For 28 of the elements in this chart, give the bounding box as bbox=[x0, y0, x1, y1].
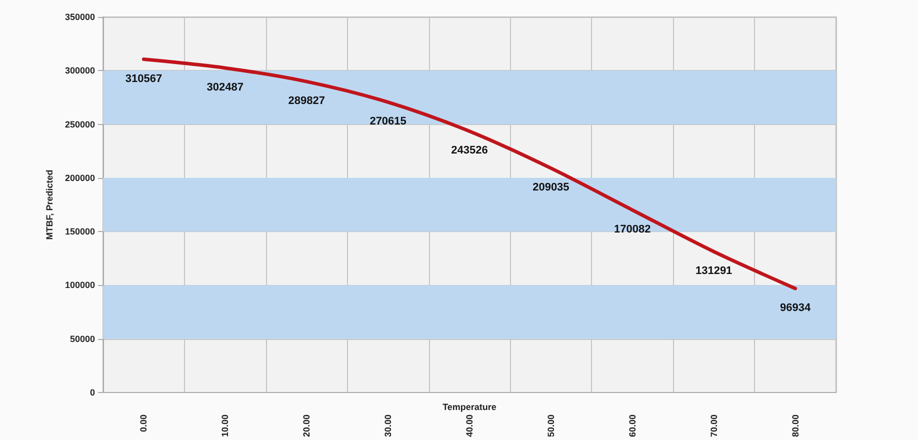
data-label: 310567 bbox=[125, 72, 162, 85]
x-tick-label: 0.00 bbox=[138, 414, 149, 432]
data-label: 96934 bbox=[780, 302, 812, 314]
y-tick-label: 250000 bbox=[64, 119, 95, 130]
y-tick-label: 0 bbox=[90, 387, 95, 398]
y-tick-label: 200000 bbox=[64, 172, 95, 183]
data-label: 170082 bbox=[614, 224, 651, 236]
data-label: 243526 bbox=[451, 144, 488, 157]
y-tick-label: 150000 bbox=[64, 226, 95, 237]
y-tick-label: 50000 bbox=[70, 334, 95, 344]
x-tick-label: 60.00 bbox=[627, 414, 638, 438]
y-tick-label: 300000 bbox=[64, 66, 95, 76]
y-tick-label: 350000 bbox=[64, 12, 95, 22]
x-tick-label: 30.00 bbox=[383, 414, 394, 438]
data-label: 209035 bbox=[532, 182, 570, 194]
x-axis-title: Temperature bbox=[442, 402, 496, 412]
y-axis-title: MTBF, Predicted bbox=[44, 170, 55, 240]
data-label: 302487 bbox=[206, 81, 244, 94]
data-label: 289827 bbox=[288, 95, 325, 108]
x-tick-label: 70.00 bbox=[708, 414, 719, 438]
x-tick-label: 10.00 bbox=[220, 414, 230, 438]
data-label: 131291 bbox=[695, 265, 732, 278]
x-tick-label: 50.00 bbox=[546, 414, 556, 438]
x-tick-label: 20.00 bbox=[302, 414, 312, 438]
x-tick-label: 80.00 bbox=[790, 414, 800, 438]
data-label: 270615 bbox=[370, 116, 406, 128]
y-tick-label: 100000 bbox=[64, 280, 95, 290]
x-tick-label: 40.00 bbox=[464, 414, 474, 438]
